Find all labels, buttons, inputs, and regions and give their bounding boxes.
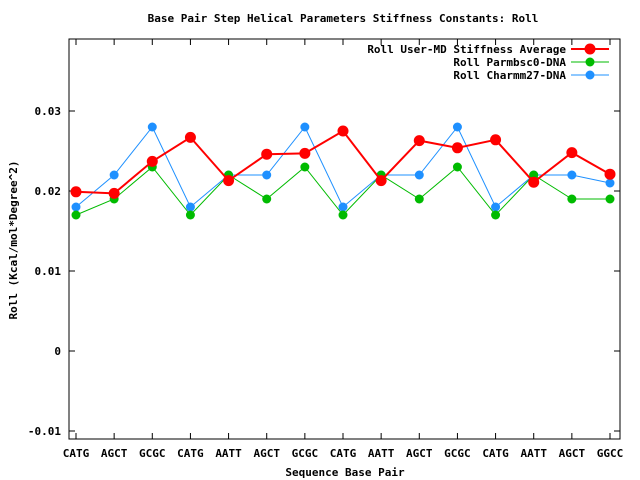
data-point xyxy=(108,187,120,199)
data-point xyxy=(338,210,348,220)
data-point xyxy=(413,135,425,147)
data-point xyxy=(262,194,272,204)
legend-label: Roll Parmbsc0-DNA xyxy=(453,56,566,69)
data-point xyxy=(490,134,502,146)
data-point xyxy=(184,131,196,143)
x-tick-label: AATT xyxy=(215,447,242,460)
data-point xyxy=(70,186,82,198)
y-tick-label: -0.01 xyxy=(28,425,61,438)
data-point xyxy=(452,122,462,132)
series-layer xyxy=(70,122,616,220)
x-axis-label: Sequence Base Pair xyxy=(285,466,405,479)
data-point xyxy=(567,170,577,180)
x-tick-label: AGCT xyxy=(406,447,433,460)
legend-label: Roll Charmm27-DNA xyxy=(453,69,566,82)
y-axis: -0.01 0 0.01 0.02 0.03 xyxy=(28,105,620,438)
legend-marker xyxy=(585,70,595,80)
legend-marker xyxy=(584,43,596,55)
y-tick-label: 0.03 xyxy=(35,105,62,118)
data-point xyxy=(147,122,157,132)
data-point xyxy=(300,162,310,172)
y-tick-label: 0.01 xyxy=(35,265,62,278)
y-tick-label: 0 xyxy=(54,345,61,358)
x-tick-label: AGCT xyxy=(253,447,280,460)
data-point xyxy=(71,210,81,220)
chart-title: Base Pair Step Helical Parameters Stiffn… xyxy=(148,12,539,25)
y-axis-label: Roll (Kcal/mol*Degree^2) xyxy=(7,161,20,320)
x-tick-label: CATG xyxy=(330,447,357,460)
x-tick-label: AATT xyxy=(368,447,395,460)
data-point xyxy=(414,170,424,180)
x-tick-label: AATT xyxy=(520,447,547,460)
data-point xyxy=(338,202,348,212)
data-point xyxy=(566,147,578,159)
data-point xyxy=(528,176,540,188)
x-tick-label: CATG xyxy=(177,447,204,460)
data-point xyxy=(604,168,616,180)
data-point xyxy=(299,147,311,159)
data-point xyxy=(71,202,81,212)
data-point xyxy=(185,202,195,212)
data-point xyxy=(262,170,272,180)
x-tick-label: GCGC xyxy=(139,447,166,460)
data-point xyxy=(451,142,463,154)
data-point xyxy=(605,178,615,188)
x-tick-label: GCGC xyxy=(444,447,471,460)
data-point xyxy=(452,162,462,172)
x-tick-label: AGCT xyxy=(101,447,128,460)
series xyxy=(71,162,615,220)
data-point xyxy=(185,210,195,220)
data-point xyxy=(337,125,349,137)
data-point xyxy=(491,210,501,220)
legend-label: Roll User-MD Stiffness Average xyxy=(367,43,566,56)
x-tick-label: AGCT xyxy=(559,447,586,460)
data-point xyxy=(567,194,577,204)
series xyxy=(70,125,616,199)
data-point xyxy=(605,194,615,204)
plot-frame xyxy=(68,38,621,440)
x-axis: CATG AGCT GCGC CATG AATT AGCT GCGC CATG AATT AGCT… xyxy=(63,39,624,460)
data-point xyxy=(491,202,501,212)
x-tick-label: CATG xyxy=(63,447,90,460)
data-point xyxy=(223,175,235,187)
data-point xyxy=(146,155,158,167)
data-point xyxy=(300,122,310,132)
data-point xyxy=(375,175,387,187)
x-tick-label: GCGC xyxy=(292,447,319,460)
legend-marker xyxy=(585,57,595,67)
data-point xyxy=(414,194,424,204)
data-point xyxy=(109,170,119,180)
x-tick-label: GGCC xyxy=(597,447,624,460)
x-tick-label: CATG xyxy=(482,447,509,460)
y-tick-label: 0.02 xyxy=(35,185,62,198)
data-point xyxy=(261,148,273,160)
